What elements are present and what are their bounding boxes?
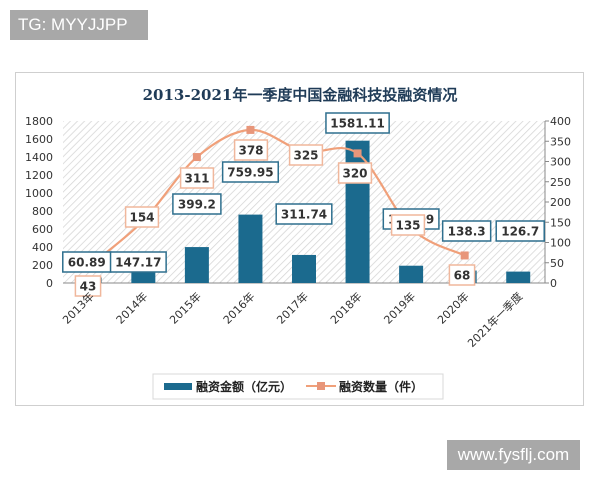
x-tick-label: 2020年 [434, 289, 471, 326]
watermark-bottom: www.fysflj.com [447, 440, 580, 470]
data-label: 135 [395, 219, 420, 233]
data-label: 1581.11 [330, 117, 385, 131]
y-left-tick: 400 [32, 241, 53, 254]
y-left-tick: 0 [46, 277, 53, 290]
x-axis-labels: 2013年 2014年 2015年 2016年 2017年 2018年 2019年 2020年… [59, 289, 525, 350]
line-marker [246, 125, 255, 134]
line-marker [460, 251, 469, 260]
y-left-tick: 1200 [25, 169, 53, 182]
line-marker [192, 153, 201, 162]
y-right-tick: 250 [550, 176, 571, 189]
legend: 融资金额（亿元） 融资数量（件） [152, 373, 444, 400]
y-right-tick: 50 [550, 257, 564, 270]
y-left-tick: 200 [32, 259, 53, 272]
x-tick-label: 2019年 [381, 289, 418, 326]
y-axis-right: 0 50 100 150 200 250 300 350 400 [544, 115, 571, 290]
x-tick-label: 2015年 [167, 289, 204, 326]
data-label: 378 [238, 144, 263, 158]
line-labels: 43 154 311 378 325 320 135 68 [74, 139, 476, 297]
data-label: 154 [129, 211, 154, 225]
x-tick-label: 2016年 [220, 289, 257, 326]
y-right-tick: 400 [550, 115, 571, 128]
y-left-tick: 600 [32, 223, 53, 236]
data-label: 68 [454, 269, 471, 283]
y-left-tick: 800 [32, 205, 53, 218]
legend-bar-label: 融资金额（亿元） [196, 379, 292, 394]
legend-bar-swatch [164, 383, 192, 390]
data-label: 325 [293, 149, 318, 163]
y-right-tick: 200 [550, 196, 571, 209]
data-label: 43 [80, 280, 97, 294]
bar [399, 265, 424, 283]
y-axis-left: 0 200 400 600 800 1000 1200 1400 1600 1800 [25, 115, 545, 290]
legend-line-label: 融资数量（件） [339, 379, 423, 394]
legend-line-marker [317, 382, 325, 390]
y-left-tick: 1600 [25, 133, 53, 146]
data-label: 311.74 [281, 208, 327, 222]
y-right-tick: 0 [550, 277, 557, 290]
data-label: 147.17 [115, 256, 161, 270]
y-right-tick: 300 [550, 156, 571, 169]
bar [184, 247, 209, 283]
data-label: 320 [342, 167, 367, 181]
legend-box [152, 373, 444, 400]
y-right-tick: 350 [550, 135, 571, 148]
y-right-tick: 100 [550, 237, 571, 250]
data-label: 126.7 [501, 225, 539, 239]
data-label: 138.3 [448, 225, 486, 239]
x-tick-label: 2017年 [274, 289, 311, 326]
chart-title: 2013-2021年一季度中国金融科技投融资情况 [143, 86, 458, 104]
bar [506, 271, 531, 283]
bar [131, 269, 156, 283]
data-label: 399.2 [178, 198, 216, 212]
watermark-top: TG: MYYJJPP [10, 10, 148, 40]
x-tick-label: 2021年一季度 [465, 289, 526, 350]
y-left-tick: 1400 [25, 151, 53, 164]
y-right-tick: 150 [550, 216, 571, 229]
x-tick-label: 2014年 [113, 289, 150, 326]
line-marker [353, 149, 362, 158]
data-label: 60.89 [68, 256, 106, 270]
y-left-tick: 1800 [25, 115, 53, 128]
data-label: 311 [184, 172, 209, 186]
bar [292, 254, 316, 283]
data-label: 759.95 [227, 166, 273, 180]
x-tick-label: 2018年 [327, 289, 364, 326]
y-left-tick: 1000 [25, 187, 53, 200]
bar [238, 214, 263, 283]
